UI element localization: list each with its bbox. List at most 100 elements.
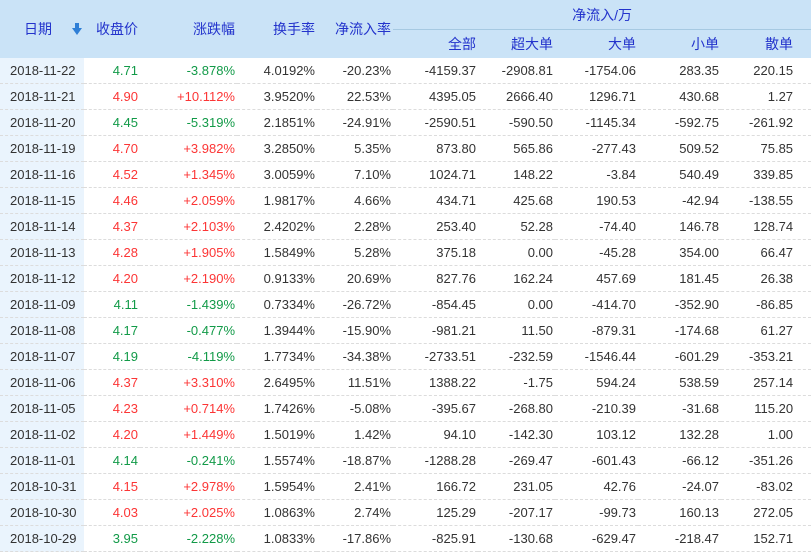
close-price-cell: 3.95 <box>84 525 140 552</box>
net-inflow-rate-cell: -20.23% <box>317 58 393 84</box>
inflow-scatter-cell: -261.92 <box>721 109 811 136</box>
inflow-small-cell: 354.00 <box>638 239 721 266</box>
inflow-super-large-cell: 565.86 <box>478 135 555 162</box>
inflow-scatter-cell: 1.00 <box>721 421 811 448</box>
inflow-large-cell: -277.43 <box>555 135 638 162</box>
inflow-total-cell: 94.10 <box>393 421 478 448</box>
change-percent-cell: +1.905% <box>140 239 237 266</box>
net-inflow-rate-cell: 4.66% <box>317 187 393 214</box>
turnover-rate-cell: 1.7426% <box>237 395 317 422</box>
inflow-super-large-cell: 425.68 <box>478 187 555 214</box>
turnover-rate-cell: 1.0863% <box>237 499 317 526</box>
turnover-rate-cell: 1.5019% <box>237 421 317 448</box>
table-row: 2018-11-06 4.37 +3.310% 2.6495% 11.51% 1… <box>0 369 811 396</box>
date-cell: 2018-11-09 <box>0 291 84 318</box>
table-row: 2018-11-07 4.19 -4.119% 1.7734% -34.38% … <box>0 343 811 370</box>
date-cell: 2018-11-01 <box>0 447 84 474</box>
table-row: 2018-11-22 4.71 -3.878% 4.0192% -20.23% … <box>0 58 811 84</box>
date-cell: 2018-11-21 <box>0 83 84 110</box>
net-inflow-rate-cell: 5.35% <box>317 135 393 162</box>
inflow-scatter-cell: 128.74 <box>721 213 811 240</box>
inflow-super-large-cell: -2908.81 <box>478 58 555 84</box>
change-percent-cell: +1.449% <box>140 421 237 448</box>
close-price-cell: 4.19 <box>84 343 140 370</box>
change-percent-cell: +1.345% <box>140 161 237 188</box>
inflow-super-large-cell: 0.00 <box>478 291 555 318</box>
inflow-large-cell: -1754.06 <box>555 58 638 84</box>
inflow-small-cell: -592.75 <box>638 109 721 136</box>
inflow-super-large-cell: -1.75 <box>478 369 555 396</box>
inflow-total-cell: 253.40 <box>393 213 478 240</box>
change-percent-cell: +3.310% <box>140 369 237 396</box>
date-cell: 2018-11-05 <box>0 395 84 422</box>
col-header-change[interactable]: 涨跌幅 <box>140 0 237 58</box>
net-inflow-rate-cell: 22.53% <box>317 83 393 110</box>
date-cell: 2018-10-29 <box>0 525 84 552</box>
close-price-cell: 4.70 <box>84 135 140 162</box>
table-row: 2018-11-12 4.20 +2.190% 0.9133% 20.69% 8… <box>0 265 811 292</box>
inflow-small-cell: 430.68 <box>638 83 721 110</box>
inflow-total-cell: -825.91 <box>393 525 478 552</box>
inflow-large-cell: -1145.34 <box>555 109 638 136</box>
inflow-scatter-cell: 115.20 <box>721 395 811 422</box>
inflow-super-large-cell: 52.28 <box>478 213 555 240</box>
inflow-small-cell: -601.29 <box>638 343 721 370</box>
change-percent-cell: +0.714% <box>140 395 237 422</box>
inflow-total-cell: 4395.05 <box>393 83 478 110</box>
inflow-small-cell: -42.94 <box>638 187 721 214</box>
col-header-large[interactable]: 大单 <box>555 29 638 58</box>
turnover-rate-cell: 1.5954% <box>237 473 317 500</box>
table-row: 2018-11-05 4.23 +0.714% 1.7426% -5.08% -… <box>0 395 811 422</box>
change-percent-cell: +2.103% <box>140 213 237 240</box>
inflow-large-cell: -414.70 <box>555 291 638 318</box>
inflow-super-large-cell: 2666.40 <box>478 83 555 110</box>
inflow-scatter-cell: -353.21 <box>721 343 811 370</box>
inflow-small-cell: 132.28 <box>638 421 721 448</box>
col-header-turnover[interactable]: 换手率 <box>237 0 317 58</box>
col-header-inflow-rate[interactable]: 净流入率 <box>317 0 393 58</box>
turnover-rate-cell: 0.9133% <box>237 265 317 292</box>
inflow-large-cell: -74.40 <box>555 213 638 240</box>
net-inflow-rate-cell: 2.41% <box>317 473 393 500</box>
inflow-large-cell: 457.69 <box>555 265 638 292</box>
change-percent-cell: -5.319% <box>140 109 237 136</box>
inflow-super-large-cell: 162.24 <box>478 265 555 292</box>
turnover-rate-cell: 2.4202% <box>237 213 317 240</box>
turnover-rate-cell: 1.5574% <box>237 447 317 474</box>
close-price-cell: 4.90 <box>84 83 140 110</box>
date-cell: 2018-11-08 <box>0 317 84 344</box>
inflow-large-cell: -45.28 <box>555 239 638 266</box>
table-row: 2018-11-08 4.17 -0.477% 1.3944% -15.90% … <box>0 317 811 344</box>
close-price-cell: 4.20 <box>84 265 140 292</box>
col-header-total[interactable]: 全部 <box>393 29 478 58</box>
inflow-scatter-cell: 257.14 <box>721 369 811 396</box>
inflow-total-cell: 873.80 <box>393 135 478 162</box>
inflow-small-cell: -66.12 <box>638 447 721 474</box>
col-header-date[interactable]: 日期 <box>0 0 84 58</box>
inflow-scatter-cell: -351.26 <box>721 447 811 474</box>
inflow-scatter-cell: 61.27 <box>721 317 811 344</box>
table-row: 2018-11-13 4.28 +1.905% 1.5849% 5.28% 37… <box>0 239 811 266</box>
table-row: 2018-11-09 4.11 -1.439% 0.7334% -26.72% … <box>0 291 811 318</box>
close-price-cell: 4.20 <box>84 421 140 448</box>
net-inflow-rate-cell: 20.69% <box>317 265 393 292</box>
table-row: 2018-11-02 4.20 +1.449% 1.5019% 1.42% 94… <box>0 421 811 448</box>
inflow-small-cell: 181.45 <box>638 265 721 292</box>
col-header-small[interactable]: 小单 <box>638 29 721 58</box>
inflow-super-large-cell: -268.80 <box>478 395 555 422</box>
table-row: 2018-11-15 4.46 +2.059% 1.9817% 4.66% 43… <box>0 187 811 214</box>
inflow-super-large-cell: 11.50 <box>478 317 555 344</box>
change-percent-cell: -1.439% <box>140 291 237 318</box>
inflow-small-cell: 509.52 <box>638 135 721 162</box>
close-price-cell: 4.03 <box>84 499 140 526</box>
col-header-scatter[interactable]: 散单 <box>721 29 811 58</box>
table-row: 2018-11-21 4.90 +10.112% 3.9520% 22.53% … <box>0 83 811 110</box>
col-header-close[interactable]: 收盘价 <box>84 0 140 58</box>
inflow-super-large-cell: 0.00 <box>478 239 555 266</box>
inflow-super-large-cell: -232.59 <box>478 343 555 370</box>
col-header-super-large[interactable]: 超大单 <box>478 29 555 58</box>
date-cell: 2018-11-14 <box>0 213 84 240</box>
inflow-large-cell: -1546.44 <box>555 343 638 370</box>
sort-desc-arrow-icon[interactable] <box>72 23 82 35</box>
